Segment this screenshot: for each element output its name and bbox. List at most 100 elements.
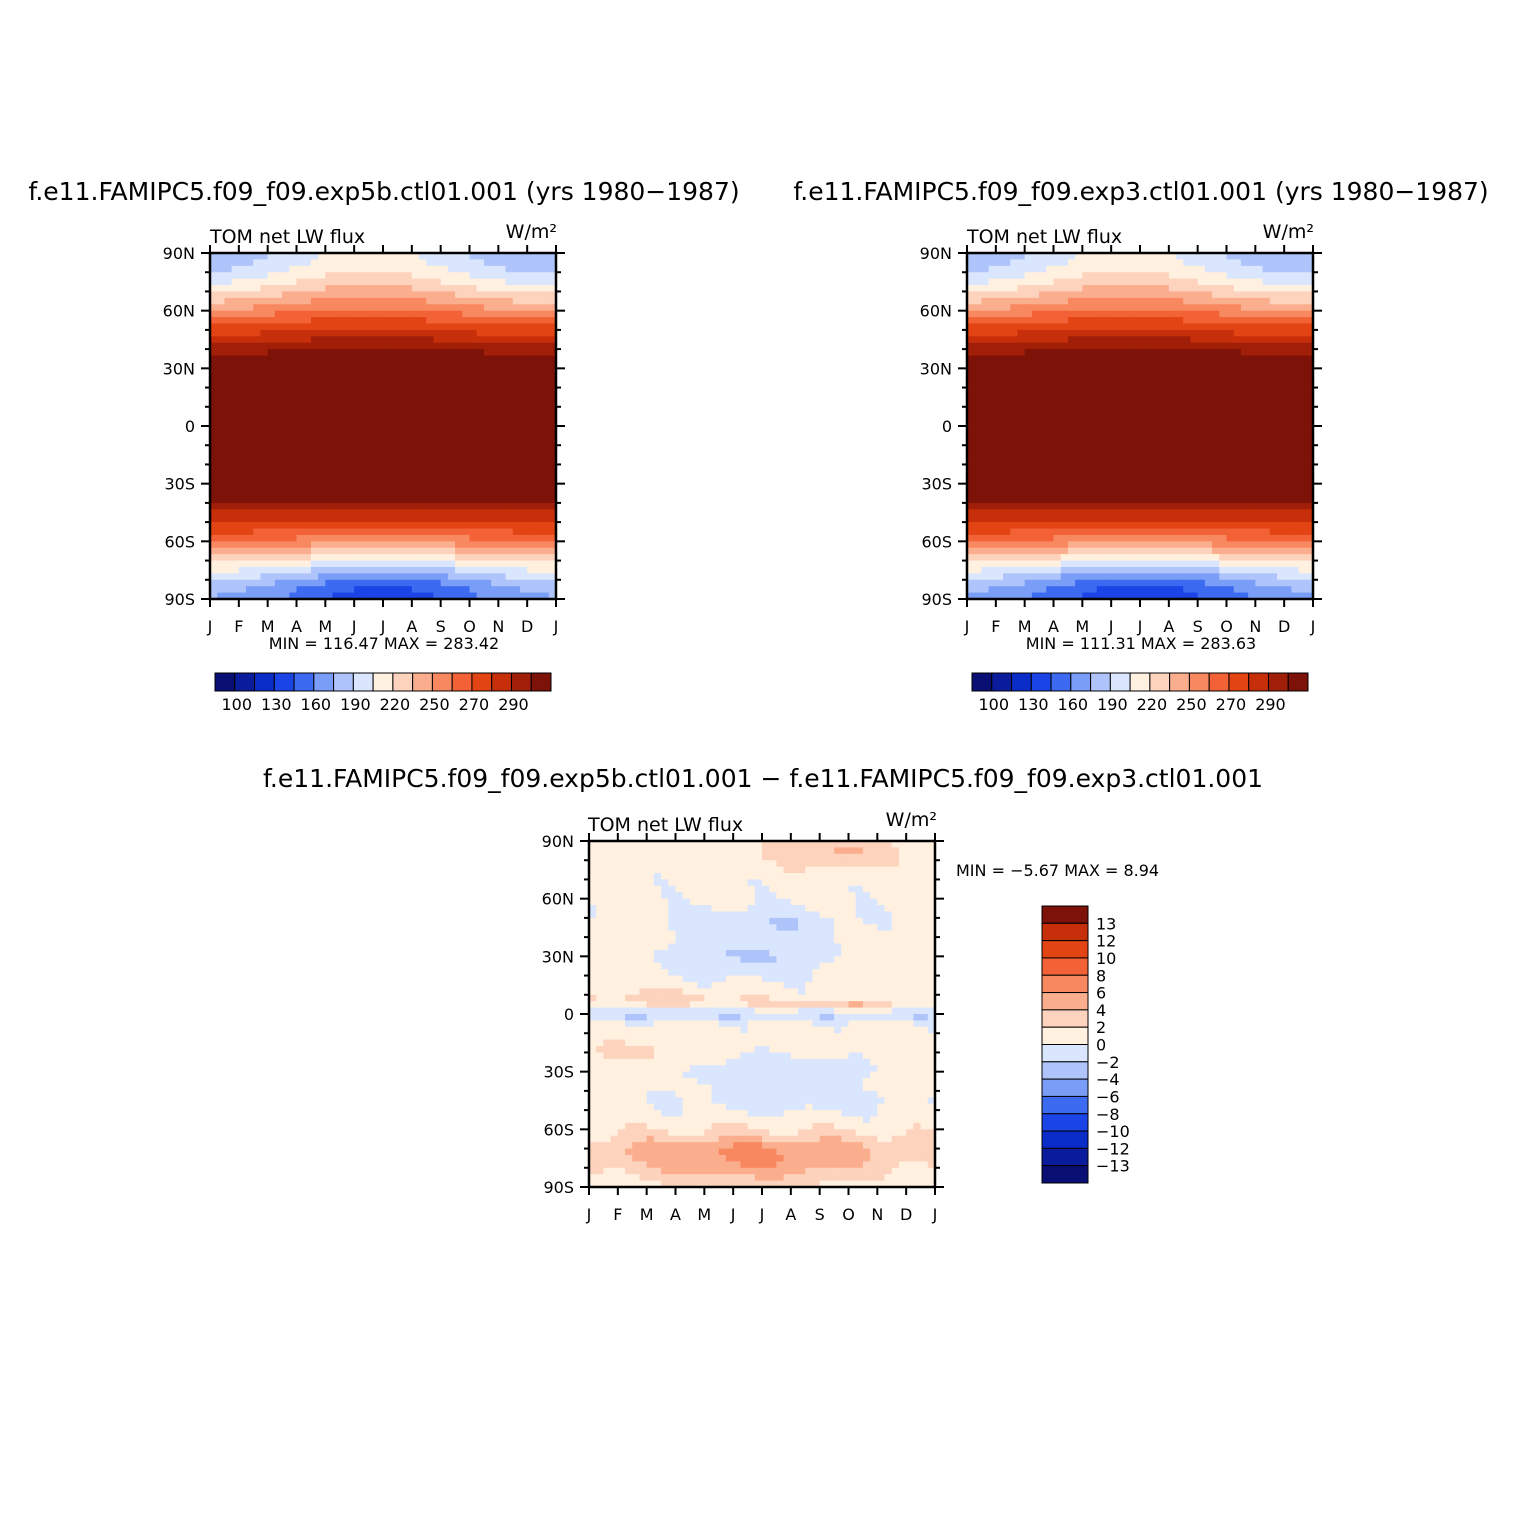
field-cell <box>1255 342 1263 350</box>
field-cell <box>469 374 478 382</box>
field-cell <box>282 592 290 600</box>
field-cell <box>498 464 506 472</box>
field-cell <box>1075 329 1083 337</box>
field-cell <box>282 470 290 478</box>
field-cell <box>447 438 456 446</box>
field-cell <box>1305 490 1314 497</box>
field-cell <box>246 259 254 267</box>
field-cell <box>318 541 326 549</box>
field-cell <box>1031 374 1040 382</box>
field-cell <box>1284 470 1292 478</box>
field-cell <box>476 336 485 344</box>
field-cell <box>310 586 319 593</box>
field-cell <box>217 374 225 382</box>
field-cell <box>1039 490 1047 497</box>
field-cell <box>476 342 485 350</box>
field-cell <box>1067 400 1076 408</box>
field-cell <box>462 477 470 485</box>
field-cell <box>1147 413 1155 420</box>
field-cell <box>498 490 506 497</box>
field-cell <box>210 483 218 491</box>
field-cell <box>1197 361 1206 369</box>
field-cell <box>988 323 997 331</box>
field-cell <box>967 336 975 344</box>
field-cell <box>498 438 506 446</box>
field-cell <box>318 554 326 561</box>
field-cell <box>260 528 269 536</box>
field-cell <box>354 355 362 363</box>
field-cell <box>1262 323 1271 331</box>
field-cell <box>411 509 420 517</box>
field-cell <box>1067 464 1076 472</box>
field-cell <box>440 349 449 356</box>
field-cell <box>995 426 1004 433</box>
field-cell <box>1118 349 1126 356</box>
field-cell <box>310 483 319 491</box>
field-cell <box>527 541 535 549</box>
field-cell <box>1226 547 1235 555</box>
field-cell <box>1168 336 1177 344</box>
field-cell <box>469 502 478 510</box>
field-cell <box>995 534 1004 542</box>
field-cell <box>1240 272 1249 280</box>
field-cell <box>498 502 506 510</box>
field-cell <box>339 406 348 414</box>
field-cell <box>1147 387 1155 395</box>
field-cell <box>375 451 384 459</box>
field-cell <box>469 387 478 395</box>
field-cell <box>332 592 341 600</box>
field-cell <box>1103 438 1112 446</box>
field-cell <box>210 400 218 408</box>
field-cell <box>455 496 463 504</box>
field-cell <box>981 259 990 267</box>
field-cell <box>274 393 283 401</box>
field-cell <box>447 368 456 376</box>
field-cell <box>981 297 990 305</box>
field-cell <box>981 432 990 440</box>
field-cell <box>1060 355 1069 363</box>
field-cell <box>455 592 463 600</box>
field-cell <box>1212 534 1220 542</box>
field-cell <box>1176 272 1184 280</box>
colorbar-box <box>372 672 394 692</box>
field-cell <box>548 438 557 446</box>
field-cell <box>967 304 975 312</box>
field-cell <box>1003 496 1011 504</box>
field-cell <box>260 432 269 440</box>
field-cell <box>1132 265 1141 273</box>
field-cell <box>1168 355 1177 363</box>
field-cell <box>498 265 506 273</box>
field-cell <box>1147 483 1155 491</box>
field-cell <box>375 393 384 401</box>
field-cell <box>332 368 341 376</box>
field-cell <box>1017 381 1026 388</box>
field-cell <box>1031 432 1040 440</box>
field-cell <box>1046 355 1054 363</box>
field-cell <box>469 490 478 497</box>
field-cell <box>1075 541 1083 549</box>
field-cell <box>1010 342 1018 350</box>
field-cell <box>238 304 247 312</box>
field-cell <box>1168 547 1177 555</box>
field-cell <box>1132 477 1141 485</box>
field-cell <box>390 534 398 542</box>
field-cell <box>1219 265 1227 273</box>
field-cell <box>303 253 312 260</box>
field-cell <box>411 541 420 549</box>
field-cell <box>296 406 305 414</box>
field-cell <box>1168 361 1177 369</box>
field-cell <box>1248 285 1256 292</box>
field-cell <box>1168 310 1177 318</box>
field-cell <box>967 541 975 549</box>
field-cell <box>1240 534 1249 542</box>
field-cell <box>1118 253 1126 260</box>
field-cell <box>1233 342 1242 350</box>
field-cell <box>296 496 305 504</box>
field-cell <box>1291 432 1299 440</box>
field-cell <box>988 278 997 286</box>
field-cell <box>1067 310 1076 318</box>
field-cell <box>1039 361 1047 369</box>
field-cell <box>390 470 398 478</box>
field-cell <box>325 285 333 292</box>
field-cell <box>231 438 240 446</box>
